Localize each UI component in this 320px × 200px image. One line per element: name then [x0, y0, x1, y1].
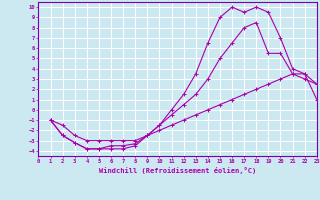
X-axis label: Windchill (Refroidissement éolien,°C): Windchill (Refroidissement éolien,°C)	[99, 167, 256, 174]
